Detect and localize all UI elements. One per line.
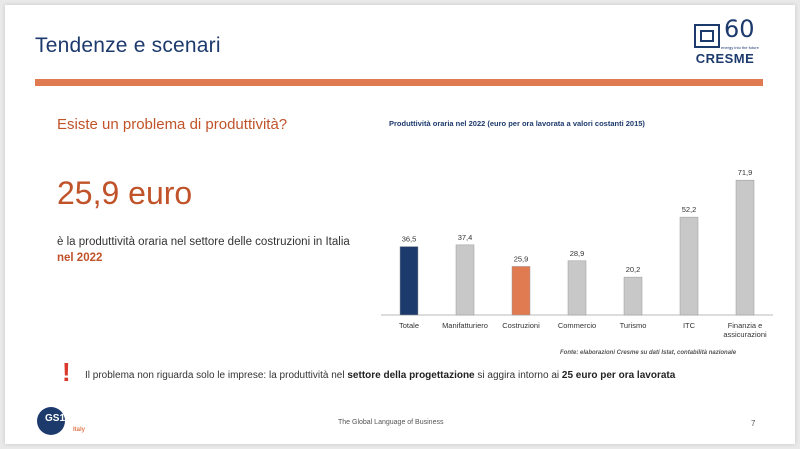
bar (511, 266, 531, 316)
category-label: Totale (399, 321, 419, 330)
category-label: Turismo (620, 321, 647, 330)
slide: Tendenze e scenari 60 energy into the fu… (5, 5, 795, 444)
bar (399, 246, 419, 316)
description-text: è la produttività oraria nel settore del… (57, 236, 350, 248)
logo-brand: CRESME (695, 51, 755, 66)
headline-value: 25,9 euro (57, 175, 193, 211)
note-bold2: 25 euro per ora lavorata (561, 370, 676, 381)
question-heading: Esiste un problema di produttività? (57, 116, 288, 133)
bar (455, 244, 475, 316)
logo-sixty: 60 (724, 15, 755, 43)
category-label: Costruzioni (502, 321, 540, 330)
category-label: ITC (683, 321, 696, 330)
category-label: Commercio (558, 321, 596, 330)
category-label: Finanzia e (728, 321, 763, 330)
bar (735, 179, 755, 316)
gs1-country: Italy (73, 427, 86, 433)
data-label: 52,2 (682, 205, 697, 214)
logo-tagline: energy into the future (721, 45, 759, 50)
chart-title: Produttività oraria nel 2022 (euro per o… (389, 119, 645, 128)
note-bold1: settore della progettazione (347, 370, 475, 381)
data-label: 25,9 (514, 254, 529, 263)
note-text: Il problema non riguarda solo le imprese… (85, 370, 675, 381)
description-highlight: nel 2022 (57, 252, 103, 264)
bar-chart: 36,5 Totale 37,4 Manifatturiero 25,9 Costruzi… (381, 168, 773, 339)
exclamation-icon: ! (62, 357, 71, 387)
bar (567, 260, 587, 316)
data-label: 37,4 (458, 233, 473, 242)
data-label: 71,9 (738, 168, 753, 177)
footer-tagline: The Global Language of Business (338, 419, 444, 426)
logo-mark-icon (694, 24, 720, 48)
page-title: Tendenze e scenari (35, 34, 221, 57)
bar (679, 216, 699, 316)
divider-bar (35, 79, 763, 86)
note-part2: si aggira intorno ai (474, 370, 562, 381)
category-label: assicurazioni (723, 330, 767, 339)
page-number: 7 (751, 419, 756, 428)
category-label: Manifatturiero (442, 321, 488, 330)
headline-description: è la produttività oraria nel settore del… (57, 234, 357, 266)
bar (623, 276, 643, 316)
data-label: 20,2 (626, 265, 641, 274)
gs1-text: GS1 (45, 413, 66, 424)
gs1-circle (37, 407, 65, 435)
cresme-logo: 60 energy into the future CRESME (689, 15, 761, 69)
data-label: 28,9 (570, 249, 585, 258)
gs1-logo: GS1 Italy (37, 407, 85, 441)
note-part1: Il problema non riguarda solo le imprese… (85, 370, 348, 381)
chart-source: Fonte: elaborazioni Cresme su dati Istat… (560, 350, 737, 356)
data-label: 36,5 (402, 235, 417, 244)
